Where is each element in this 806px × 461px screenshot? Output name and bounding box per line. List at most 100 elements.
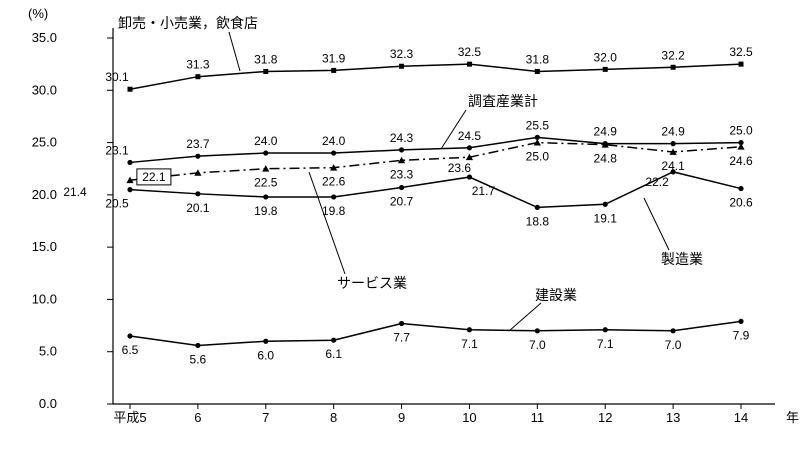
x-axis-label: 8 [330,410,337,425]
data-label: 22.6 [322,175,346,189]
series-line-1 [129,136,742,164]
square-marker [602,66,608,72]
data-label: 19.8 [322,204,346,218]
square-marker [738,61,744,67]
data-label: 19.1 [594,211,618,225]
data-label: 31.8 [254,52,278,66]
x-axis-label: 14 [734,410,748,425]
y-axis-label: 35.0 [32,30,57,45]
x-axis-label: 平成5 [113,410,146,425]
data-label: 20.5 [105,197,129,211]
circle-marker [670,169,676,175]
circle-marker [534,328,540,334]
x-axis-label: 9 [398,410,405,425]
circle-marker [398,320,405,327]
data-label: 22.5 [254,176,278,190]
triangle-marker [533,138,541,146]
data-label: 6.1 [325,347,342,361]
circle-marker [738,185,744,192]
circle-marker [738,139,744,146]
series-line-2 [129,141,742,181]
circle-marker [127,187,133,193]
x-axis-label: 10 [462,410,476,425]
data-label: 31.3 [186,58,210,72]
y-axis-label: 25.0 [32,135,57,150]
series-line-0 [129,63,742,90]
series-annotation-label: 調査産業計 [468,93,538,109]
data-label: 25.0 [526,150,550,164]
data-label: 21.7 [472,184,496,198]
circle-marker [331,194,337,200]
y-axis-label: 5.0 [39,344,57,359]
circle-marker [534,134,540,140]
data-label: 6.0 [257,348,274,362]
y-axis-label: 0.0 [39,396,57,411]
data-label: 24.5 [458,129,482,143]
circle-marker [534,204,540,211]
data-label: 23.7 [186,137,210,151]
triangle-marker [669,148,677,155]
y-axis-label: 30.0 [32,82,57,97]
x-axis-label: 6 [194,410,201,425]
data-label: 20.7 [390,195,414,209]
series-annotation-label: 建設業 [535,287,577,303]
data-label: 7.0 [665,338,682,352]
y-axis-label: 20.0 [32,187,57,202]
series-line-3 [129,171,742,209]
data-label: 19.8 [254,204,278,218]
circle-marker [466,327,473,333]
square-marker [127,86,133,92]
circle-marker [398,184,405,191]
data-label: 24.0 [254,134,278,148]
triangle-marker [126,176,134,184]
data-label: 25.0 [729,124,753,138]
annotation-leader-line [643,197,670,251]
triangle-marker [262,165,270,172]
circle-marker [466,145,473,151]
circle-marker [738,318,744,324]
data-label: 18.8 [526,214,550,228]
boxed-label-frame [136,168,172,186]
data-label: 30.1 [105,70,129,84]
circle-marker [602,201,608,207]
square-marker [263,68,269,74]
square-marker [399,63,405,69]
data-label: 22.2 [645,175,669,189]
data-label: 32.2 [661,48,685,62]
data-label: 7.1 [461,337,478,351]
data-label: 22.1 [142,170,166,184]
x-axis-label: 7 [262,410,269,425]
circle-marker [602,327,608,333]
data-label: 32.3 [390,47,414,61]
data-label: 7.7 [393,330,410,344]
circle-marker [263,194,269,200]
data-label: 31.8 [526,52,550,66]
circle-marker [195,342,201,349]
data-label: 25.5 [526,118,550,132]
circle-marker [263,150,269,156]
data-label: 6.5 [122,343,139,357]
data-label: 7.0 [529,338,546,352]
data-label: 24.6 [729,154,753,168]
x-axis-unit-label: 年 [786,410,799,425]
data-label: 24.9 [661,125,685,139]
circle-marker [331,337,337,343]
y-axis-unit-label: (%) [28,6,48,21]
data-label: 32.5 [729,45,753,59]
circle-marker [466,174,473,180]
circle-marker [670,328,676,334]
x-axis-label: 11 [531,410,545,425]
circle-marker [263,338,269,344]
data-label: 32.5 [458,45,482,59]
annotation-leader-line [440,109,467,150]
circle-marker [398,147,405,153]
square-marker [466,61,472,67]
y-axis-label: 15.0 [32,239,57,254]
data-label: 24.0 [322,134,346,148]
data-label: 32.0 [594,50,618,64]
x-axis-label: 12 [598,410,612,425]
x-axis-label: 13 [666,410,680,425]
data-label: 23.6 [448,161,472,175]
data-label: 24.3 [390,131,414,145]
